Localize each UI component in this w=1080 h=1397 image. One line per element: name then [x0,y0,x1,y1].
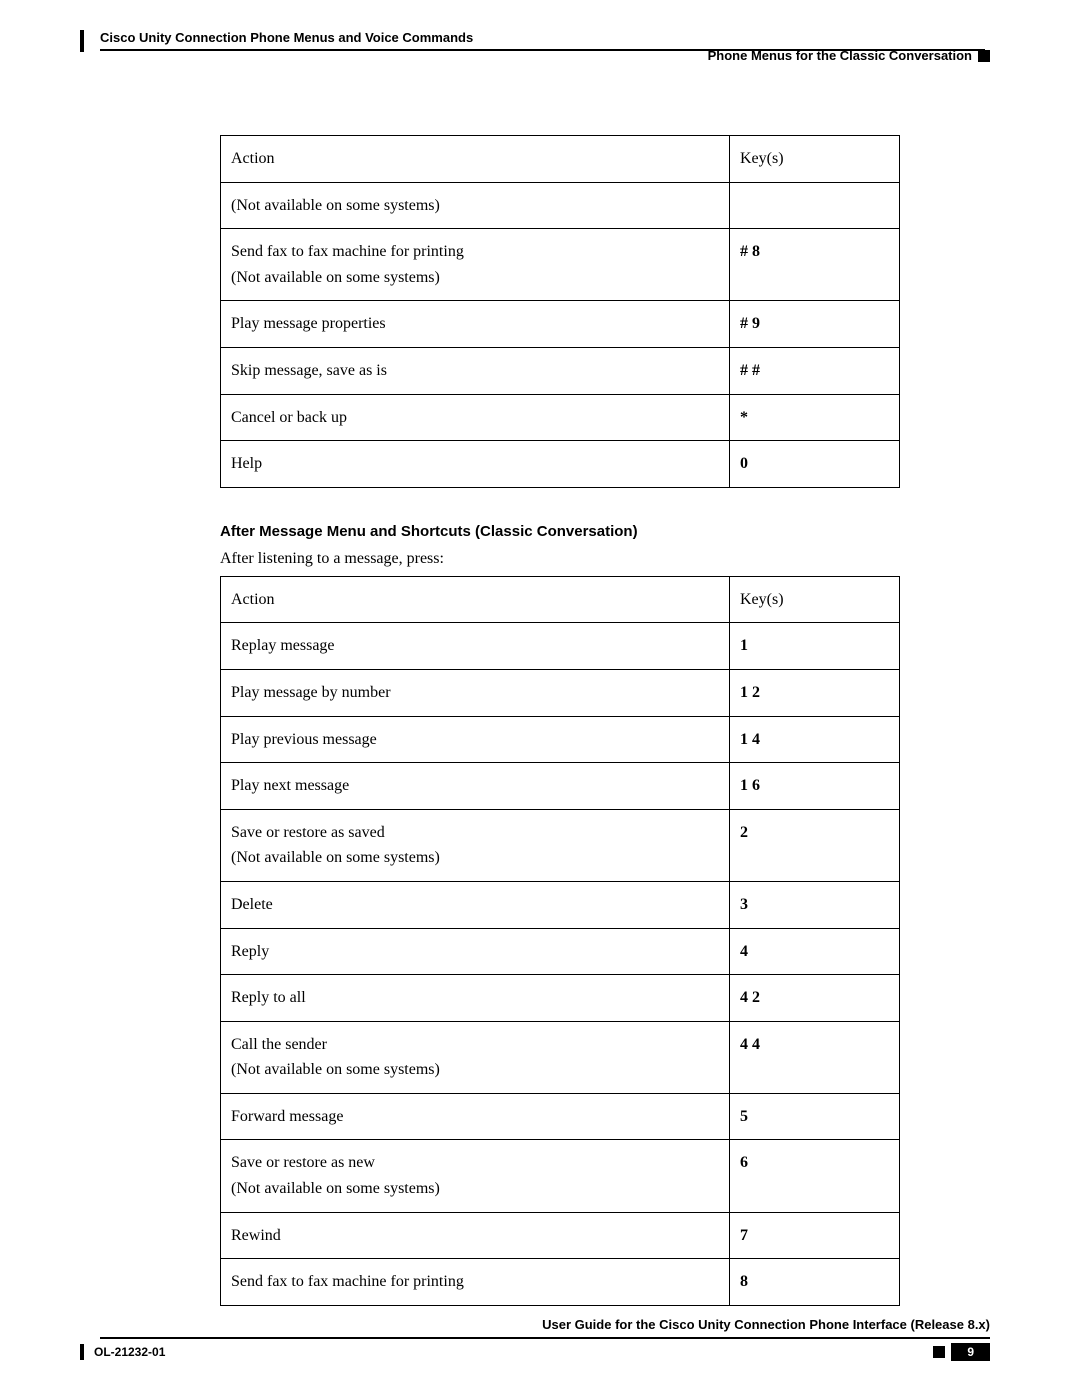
table-row: Delete 3 [221,881,900,928]
table-row: Rewind 7 [221,1212,900,1259]
footer-guide-title: User Guide for the Cisco Unity Connectio… [542,1317,990,1332]
section-heading: After Message Menu and Shortcuts (Classi… [220,523,990,540]
table-row: Play message by number 1 2 [221,669,900,716]
table-row: Skip message, save as is # # [221,347,900,394]
header-right-marker [978,50,990,62]
cell-keys: # 8 [730,229,900,301]
table-header-row: Action Key(s) [221,576,900,623]
header-right-row: Phone Menus for the Classic Conversation [708,48,990,63]
cell-keys: 1 4 [730,716,900,763]
action-note: (Not available on some systems) [231,269,440,286]
table-row: Send fax to fax machine for printing (No… [221,229,900,301]
action-note: (Not available on some systems) [231,849,440,866]
action-note: (Not available on some systems) [231,1180,440,1197]
cell-action: Skip message, save as is [221,347,730,394]
cell-action: Save or restore as new (Not available on… [221,1140,730,1212]
cell-keys: 2 [730,809,900,881]
cell-keys: 4 4 [730,1021,900,1093]
cell-action: Forward message [221,1093,730,1140]
table-row: (Not available on some systems) [221,182,900,229]
footer-doc-id: OL-21232-01 [94,1345,165,1359]
cell-keys: 1 6 [730,763,900,810]
cell-action: Save or restore as saved (Not available … [221,809,730,881]
document-page: Cisco Unity Connection Phone Menus and V… [0,0,1080,1397]
cell-action: Reply [221,928,730,975]
section-intro: After listening to a message, press: [220,550,990,568]
cell-keys: * [730,394,900,441]
footer-rule [100,1337,990,1339]
table-row: Cancel or back up * [221,394,900,441]
column-header-keys: Key(s) [730,136,900,183]
cell-keys: 8 [730,1259,900,1306]
after-message-table: Action Key(s) Replay message 1 Play mess… [220,576,900,1306]
cell-keys: 1 [730,623,900,670]
cell-keys: # 9 [730,301,900,348]
column-header-keys: Key(s) [730,576,900,623]
table-row: Send fax to fax machine for printing 8 [221,1259,900,1306]
cell-action: Replay message [221,623,730,670]
cell-action: Send fax to fax machine for printing (No… [221,229,730,301]
cell-keys [730,182,900,229]
cell-keys: 1 2 [730,669,900,716]
action-text: Call the sender [231,1036,327,1053]
cell-keys: 4 [730,928,900,975]
page-number: 9 [951,1343,990,1361]
footer-row: OL-21232-01 9 [80,1343,990,1361]
cell-keys: 5 [730,1093,900,1140]
footer-right-marker [933,1346,945,1358]
cell-action: Rewind [221,1212,730,1259]
cell-keys: 7 [730,1212,900,1259]
table-row: Reply 4 [221,928,900,975]
cell-action: Call the sender (Not available on some s… [221,1021,730,1093]
footer-left-marker [80,1344,84,1360]
table-row: Help 0 [221,441,900,488]
table-row: Reply to all 4 2 [221,975,900,1022]
cell-keys: # # [730,347,900,394]
content-area: Action Key(s) (Not available on some sys… [90,135,990,1306]
cell-action: Cancel or back up [221,394,730,441]
action-note: (Not available on some systems) [231,1061,440,1078]
header-left-marker [80,30,84,52]
column-header-action: Action [221,576,730,623]
column-header-action: Action [221,136,730,183]
header-section-title: Phone Menus for the Classic Conversation [708,48,972,63]
cell-action: Reply to all [221,975,730,1022]
during-message-table: Action Key(s) (Not available on some sys… [220,135,900,488]
table-row: Call the sender (Not available on some s… [221,1021,900,1093]
cell-action: Play message properties [221,301,730,348]
cell-keys: 6 [730,1140,900,1212]
table-row: Replay message 1 [221,623,900,670]
cell-action: Play previous message [221,716,730,763]
table-row: Save or restore as new (Not available on… [221,1140,900,1212]
cell-action: Help [221,441,730,488]
cell-keys: 0 [730,441,900,488]
table-row: Save or restore as saved (Not available … [221,809,900,881]
footer-right: 9 [933,1343,990,1361]
cell-action: (Not available on some systems) [221,182,730,229]
action-note: (Not available on some systems) [231,197,440,214]
action-text: Save or restore as saved [231,824,385,841]
page-footer: User Guide for the Cisco Unity Connectio… [80,1337,990,1361]
table-header-row: Action Key(s) [221,136,900,183]
table-row: Play message properties # 9 [221,301,900,348]
action-text: Save or restore as new [231,1154,375,1171]
cell-action: Delete [221,881,730,928]
table-row: Forward message 5 [221,1093,900,1140]
cell-keys: 3 [730,881,900,928]
footer-left: OL-21232-01 [80,1344,165,1360]
table-row: Play next message 1 6 [221,763,900,810]
table-row: Play previous message 1 4 [221,716,900,763]
cell-action: Send fax to fax machine for printing [221,1259,730,1306]
cell-keys: 4 2 [730,975,900,1022]
cell-action: Play message by number [221,669,730,716]
action-text: Send fax to fax machine for printing [231,243,464,260]
cell-action: Play next message [221,763,730,810]
